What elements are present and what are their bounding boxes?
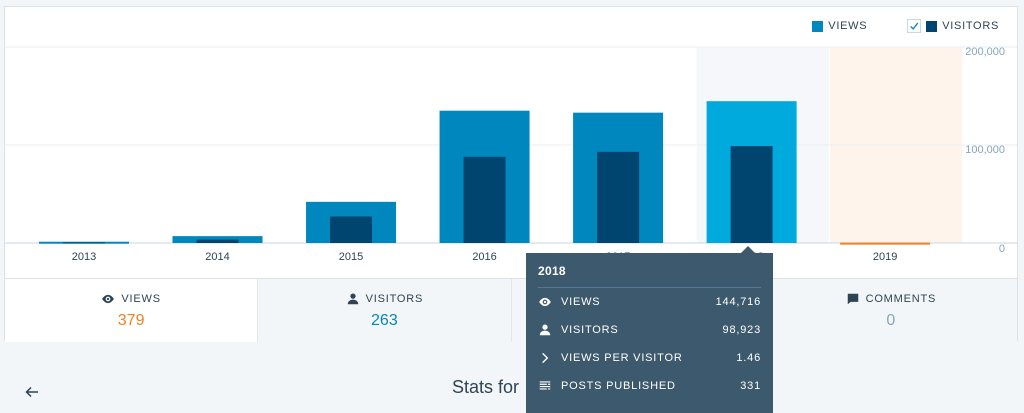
tooltip-posts-value: 331	[740, 380, 761, 392]
eye-icon	[102, 294, 115, 303]
views-swatch	[812, 20, 824, 32]
tooltip-visitors-label: VISITORS	[561, 324, 619, 336]
tab-visitors[interactable]: VISITORS 263	[258, 279, 512, 342]
comment-icon	[847, 293, 858, 304]
chart-tooltip: 2018 VIEWS 144,716 VISITORS 98,923 VIEWS…	[526, 253, 773, 413]
tab-comments[interactable]: COMMENTS 0	[764, 279, 1017, 342]
tooltip-views-label: VIEWS	[561, 296, 601, 308]
person-icon	[347, 292, 358, 304]
visitors-swatch	[926, 20, 938, 32]
tab-visitors-value: 263	[371, 311, 398, 329]
visitors-bar-2017	[597, 151, 640, 243]
visitors-bar-2013	[63, 242, 105, 244]
tab-views-label-row: VIEWS	[101, 292, 160, 306]
y-tick-label: 0	[999, 243, 1005, 255]
tooltip-views-value: 144,716	[715, 296, 761, 308]
tab-comments-value: 0	[886, 311, 896, 329]
tab-comments-label: COMMENTS	[865, 292, 937, 305]
stats-tabs: VIEWS 379 VISITORS 263	[5, 278, 1017, 342]
tab-comments-label-row: COMMENTS	[846, 292, 937, 306]
back-arrow-icon[interactable]	[24, 384, 40, 400]
chevron-right-icon	[542, 352, 549, 364]
x-tick-label-2014: 2014	[205, 251, 229, 263]
tab-views-label: VIEWS	[121, 292, 161, 305]
stats-chart-card: 0100,000200,0002013201420152016201720182…	[4, 6, 1018, 342]
eye-icon	[539, 297, 551, 307]
posts-icon	[539, 381, 551, 390]
tooltip-row-visitors: VISITORS 98,923	[538, 316, 761, 344]
legend-visitors-label: VISITORS	[942, 20, 999, 32]
tooltip-vpv-value: 1.46	[736, 352, 761, 364]
legend-views-label: VIEWS	[828, 20, 868, 32]
tooltip-visitors-value: 98,923	[722, 324, 761, 336]
x-tick-label-2016: 2016	[472, 251, 496, 263]
legend-item-views[interactable]: VIEWS	[812, 20, 867, 32]
x-tick-label-2013: 2013	[72, 251, 96, 263]
y-tick-label: 100,000	[965, 144, 1005, 156]
tooltip-title: 2018	[538, 253, 761, 288]
page-heading: Stats for	[452, 377, 520, 397]
person-icon	[539, 324, 551, 336]
x-tick-label-2015: 2015	[339, 251, 363, 263]
visitors-checkbox[interactable]	[907, 19, 922, 33]
tab-visitors-label: VISITORS	[365, 292, 424, 305]
x-tick-label-2019: 2019	[873, 251, 897, 263]
check-icon	[910, 22, 919, 30]
tab-views[interactable]: VIEWS 379	[5, 279, 259, 342]
y-tick-label: 200,000	[965, 46, 1005, 58]
bar-chart: 0100,000200,0002013201420152016201720182…	[5, 46, 1017, 263]
tab-views-value: 379	[117, 311, 145, 329]
chart-legend: VIEWS VISITORS	[812, 19, 999, 33]
tooltip-row-views: VIEWS 144,716	[538, 288, 761, 316]
legend-item-visitors[interactable]: VISITORS	[877, 19, 999, 33]
visitors-bar-2016	[463, 156, 506, 243]
visitors-bar-2018	[730, 146, 773, 243]
tooltip-vpv-label: VIEWS PER VISITOR	[561, 352, 683, 364]
tab-visitors-label-row: VISITORS	[346, 292, 424, 306]
tooltip-row-views-per-visitor: VIEWS PER VISITOR 1.46	[538, 344, 761, 372]
visitors-bar-2014	[196, 239, 239, 243]
visitors-bar-2015	[330, 216, 373, 243]
visitors-bar-2019	[864, 242, 907, 244]
tooltip-row-posts: POSTS PUBLISHED 331	[538, 372, 761, 400]
tooltip-caret	[741, 246, 755, 253]
tooltip-posts-label: POSTS PUBLISHED	[561, 380, 676, 392]
